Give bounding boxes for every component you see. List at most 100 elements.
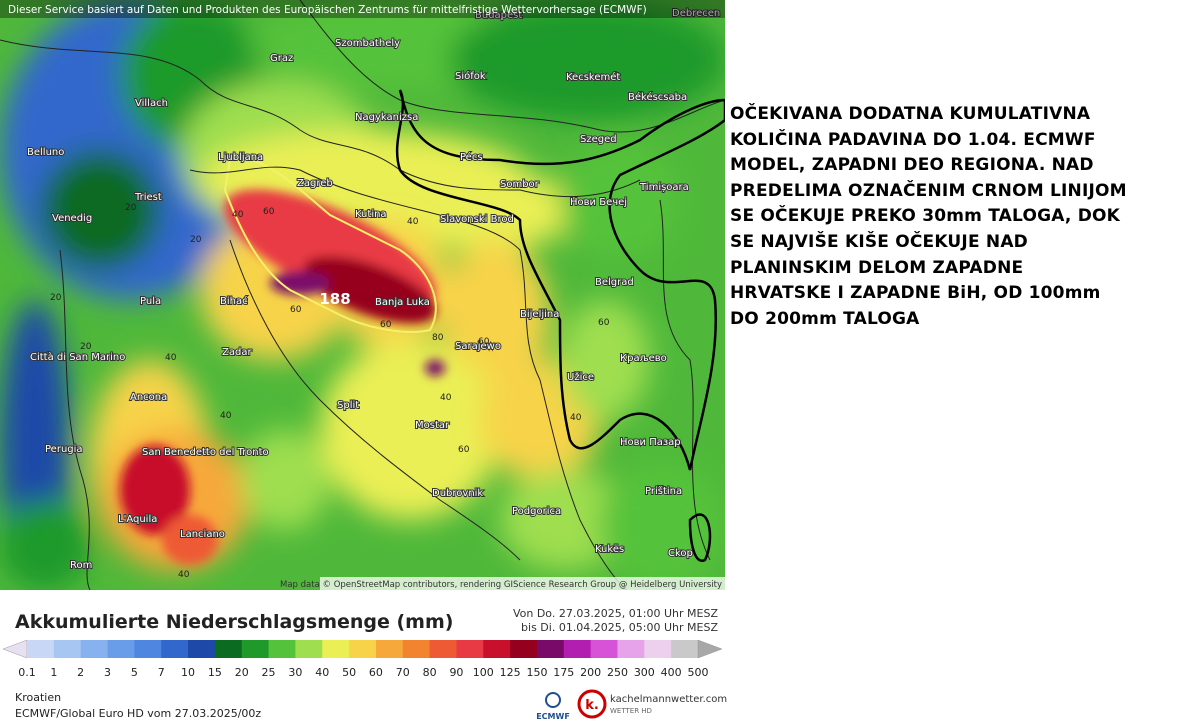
contour-label: 60	[478, 337, 490, 347]
field	[440, 240, 550, 390]
level-label: 60	[369, 666, 383, 679]
city-label: Triest	[134, 192, 162, 203]
city-label: Sarajewo	[455, 341, 501, 352]
bar-segment	[536, 640, 565, 658]
city-label: Villach	[135, 98, 168, 109]
level-label: 175	[553, 666, 574, 679]
ecmwf-label: ECMWF	[536, 712, 570, 721]
bar-segment	[268, 640, 296, 658]
commentary-line: KOLIČINA PADAVINA DO 1.04. ECMWF	[730, 129, 1096, 150]
field	[500, 470, 630, 570]
contour-label: 20	[125, 203, 137, 213]
city-label: Kukës	[595, 544, 624, 555]
ecmwf-logo: ECMWF	[536, 692, 570, 721]
city-label: Rom	[70, 560, 92, 571]
city-label: Pécs	[460, 151, 483, 163]
field	[40, 150, 160, 270]
notice-band	[0, 0, 725, 18]
legend: Akkumulierte Niederschlagsmenge (mm) Von…	[2, 607, 727, 721]
warning-outline	[395, 89, 725, 562]
commentary-line: SE NAJVIŠE KIŠE OČEKUJE NAD	[730, 231, 1028, 252]
level-label: 300	[634, 666, 655, 679]
city-label: Zagreb	[297, 178, 333, 189]
level-label: 20	[235, 666, 249, 679]
level-label: 90	[449, 666, 463, 679]
city-label: Kecskemét	[566, 71, 620, 83]
field	[560, 300, 650, 420]
contour-label: 40	[165, 353, 177, 363]
level-label: 0.1	[18, 666, 36, 679]
city-label: Нови Пазар	[620, 437, 681, 448]
city-label: Belgrad	[595, 277, 634, 288]
contour-label: 20	[190, 235, 202, 245]
level-label: 2	[77, 666, 84, 679]
field	[560, 140, 680, 260]
bar-segment	[402, 640, 431, 658]
band	[120, 445, 190, 535]
city-label: Timișoara	[639, 182, 689, 193]
commentary-line: MODEL, ZAPADNI DEO REGIONA. NAD	[730, 155, 1094, 176]
level-label: 7	[158, 666, 165, 679]
band	[270, 271, 330, 295]
level-label: 15	[208, 666, 222, 679]
bar-segment	[375, 640, 404, 658]
level-label: 100	[473, 666, 494, 679]
city-label: Siófok	[455, 70, 486, 82]
city-label: Lanciano	[180, 529, 225, 540]
city-label: San Benedetto del Tronto	[142, 447, 269, 458]
max-value: 188	[319, 290, 350, 308]
bar-segment	[644, 640, 672, 658]
city-label: Нови Бечеј	[570, 196, 627, 208]
model: ECMWF/Global Euro HD vom 27.03.2025/00z	[15, 707, 261, 720]
city-label: Debrecen	[672, 8, 720, 19]
valid-to: bis Di. 01.04.2025, 05:00 Uhr MESZ	[521, 621, 718, 634]
city-label: Priština	[645, 485, 682, 497]
contour-label: 60	[263, 207, 275, 217]
commentary-line: HRVATSKE I ZAPADNE BiH, OD 100mm	[730, 283, 1101, 304]
attribution: Map data © OpenStreetMap contributors, r…	[280, 580, 722, 590]
city-label: Venedig	[52, 213, 92, 224]
contour-label: 40	[407, 217, 419, 227]
level-label: 25	[262, 666, 276, 679]
city-label: Split	[337, 400, 359, 411]
level-label: 3	[104, 666, 111, 679]
brand: kachelmannwetter.com	[610, 694, 727, 705]
bar-segment	[188, 640, 216, 658]
field	[240, 430, 330, 530]
level-label: 10	[181, 666, 195, 679]
city-label: Краљево	[620, 353, 667, 364]
commentary: OČEKIVANA DODATNA KUMULATIVNA KOLIČINA PA…	[730, 102, 1127, 332]
bar-segment	[107, 640, 135, 658]
band	[425, 360, 445, 376]
city-label: Dubrovnik	[432, 488, 483, 499]
contour-label: 40	[178, 570, 190, 580]
city-label: Pula	[140, 296, 161, 307]
contour-label: 40	[570, 413, 582, 423]
level-label: 125	[500, 666, 521, 679]
notice: Dieser Service basiert auf Daten und Pro…	[8, 4, 647, 16]
city-label: Nagykanizsa	[355, 112, 418, 123]
level-label: 150	[526, 666, 547, 679]
city-label: Ancona	[130, 392, 167, 403]
city-label: Zadar	[222, 347, 252, 358]
city-label: Mostar	[415, 420, 450, 431]
commentary-line: PLANINSKIM DELOM ZAPADNE	[730, 257, 1024, 278]
city-label: Città di San Marino	[30, 351, 125, 363]
contour-label: 40	[440, 393, 452, 403]
bar-segment	[295, 640, 323, 658]
field	[0, 500, 90, 590]
map: Budapest Debrecen Graz Szombathely Siófok Kec…	[0, 0, 725, 590]
city-label: Szombathely	[335, 38, 400, 49]
city-label: Belluno	[27, 147, 64, 158]
bar-segment	[80, 640, 109, 658]
contour-label: 80	[432, 333, 444, 343]
bar-segment	[590, 640, 618, 658]
contour-label: 60	[598, 318, 610, 328]
city-label: Bijeljina	[520, 309, 559, 320]
city-label: Békéscsaba	[628, 91, 687, 103]
commentary-line: DO 200mm TALOGA	[730, 308, 920, 329]
contour-label: 40	[220, 411, 232, 421]
bar-segment	[456, 640, 484, 658]
level-label: 500	[688, 666, 709, 679]
